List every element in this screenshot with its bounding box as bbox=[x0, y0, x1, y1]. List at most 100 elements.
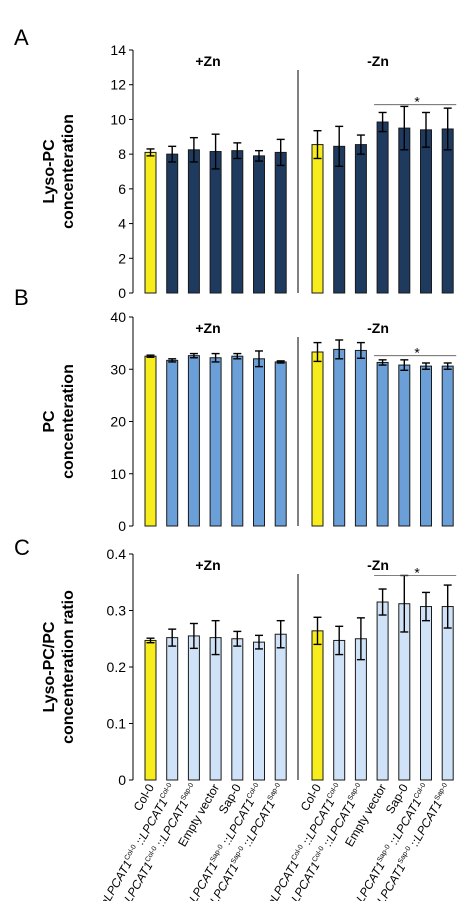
error-bar bbox=[276, 360, 285, 364]
error-bar bbox=[146, 637, 155, 644]
error-bar bbox=[168, 628, 177, 647]
bar bbox=[420, 606, 432, 781]
bar bbox=[144, 355, 157, 527]
error-bar bbox=[255, 149, 263, 162]
bar bbox=[376, 601, 389, 781]
y-tick-label: 0.3 bbox=[107, 603, 127, 619]
bar bbox=[311, 630, 324, 781]
error-bar bbox=[356, 134, 365, 155]
y-tick-label: 20 bbox=[110, 414, 126, 430]
bar bbox=[166, 153, 179, 294]
bar bbox=[441, 606, 454, 781]
error-bar bbox=[335, 339, 344, 360]
panel-C: C Lyso-PC/PC concenteration ratio 0 0.1 0.2 0.… bbox=[14, 535, 457, 788]
bar bbox=[144, 639, 157, 781]
bar bbox=[333, 639, 346, 781]
error-bar bbox=[233, 352, 242, 360]
bar bbox=[376, 121, 389, 294]
y-axis-label: Lyso-PC bbox=[41, 139, 58, 204]
significance-marker: * bbox=[414, 564, 420, 580]
error-bar bbox=[378, 359, 387, 366]
error-bar bbox=[276, 138, 285, 167]
bar bbox=[354, 349, 367, 527]
y-tick-label: 2 bbox=[118, 250, 126, 266]
panel-letter: B bbox=[14, 285, 29, 310]
error-bar bbox=[189, 136, 198, 163]
bar bbox=[144, 151, 157, 294]
bar bbox=[354, 144, 367, 294]
bar bbox=[311, 144, 324, 294]
error-bar bbox=[422, 111, 430, 148]
bar bbox=[253, 641, 265, 781]
bar bbox=[311, 351, 324, 527]
bar bbox=[187, 149, 200, 294]
y-axis-label: concenteration ratio bbox=[60, 590, 77, 744]
error-bar bbox=[356, 617, 365, 661]
error-bar bbox=[168, 145, 177, 163]
y-tick-label: 10 bbox=[110, 466, 126, 482]
y-tick-label: 0.2 bbox=[107, 659, 127, 675]
bar bbox=[398, 127, 411, 294]
error-bar bbox=[189, 622, 198, 650]
y-tick-label: 12 bbox=[110, 77, 126, 93]
condition-label: +Zn bbox=[195, 53, 220, 69]
bar bbox=[420, 365, 432, 527]
error-bar bbox=[335, 625, 344, 656]
bar bbox=[166, 359, 179, 527]
bar bbox=[231, 355, 244, 527]
panel-letter: A bbox=[14, 25, 29, 50]
condition-label: -Zn bbox=[367, 557, 389, 573]
error-bar bbox=[378, 111, 387, 133]
y-tick-label: 6 bbox=[118, 181, 126, 197]
y-tick-label: 4 bbox=[118, 216, 126, 232]
condition-label: +Zn bbox=[195, 320, 220, 336]
bar bbox=[441, 365, 454, 527]
panel-A: A Lyso-PC concenteration 0 2 4 6 8 10 12 14 +Zn -Zn * bbox=[14, 25, 457, 301]
error-bar bbox=[443, 362, 452, 370]
y-axis-label: concenteration bbox=[60, 114, 77, 229]
bar bbox=[274, 633, 287, 781]
panel-letter: C bbox=[14, 535, 30, 560]
bar bbox=[441, 128, 454, 294]
error-bar bbox=[422, 362, 430, 370]
y-tick-label: 14 bbox=[110, 42, 126, 58]
y-axis-label: PC bbox=[41, 410, 58, 433]
y-tick-label: 8 bbox=[118, 146, 126, 162]
bar bbox=[231, 150, 244, 294]
error-bar bbox=[255, 350, 263, 368]
bar bbox=[253, 358, 265, 527]
y-tick-label: 40 bbox=[110, 309, 126, 325]
bar bbox=[376, 361, 389, 527]
error-bar bbox=[146, 354, 155, 358]
error-bar bbox=[168, 358, 177, 363]
error-bar bbox=[313, 130, 322, 160]
y-tick-label: 0.4 bbox=[107, 546, 127, 562]
bar bbox=[209, 357, 222, 527]
error-bar bbox=[422, 591, 430, 622]
error-bar bbox=[443, 584, 452, 629]
bar bbox=[166, 637, 179, 781]
error-bar bbox=[233, 142, 242, 160]
error-bar bbox=[233, 630, 242, 647]
bar bbox=[274, 151, 287, 294]
error-bar bbox=[255, 634, 263, 650]
error-bar bbox=[400, 359, 409, 371]
bar bbox=[253, 155, 265, 294]
bar bbox=[231, 638, 244, 781]
bar bbox=[398, 364, 411, 527]
bar bbox=[209, 637, 222, 781]
error-bar bbox=[443, 107, 452, 151]
significance-marker: * bbox=[414, 345, 420, 361]
y-tick-label: 0 bbox=[118, 518, 126, 534]
significance-marker: * bbox=[414, 94, 420, 110]
y-tick-label: 30 bbox=[110, 361, 126, 377]
bar bbox=[209, 151, 222, 294]
y-tick-label: 0 bbox=[118, 285, 126, 301]
bar bbox=[333, 145, 346, 294]
error-bar bbox=[146, 148, 155, 157]
condition-label: -Zn bbox=[367, 53, 389, 69]
y-tick-label: 0.1 bbox=[107, 716, 127, 732]
bar bbox=[274, 361, 287, 527]
bar bbox=[333, 348, 346, 527]
error-bar bbox=[211, 352, 220, 363]
